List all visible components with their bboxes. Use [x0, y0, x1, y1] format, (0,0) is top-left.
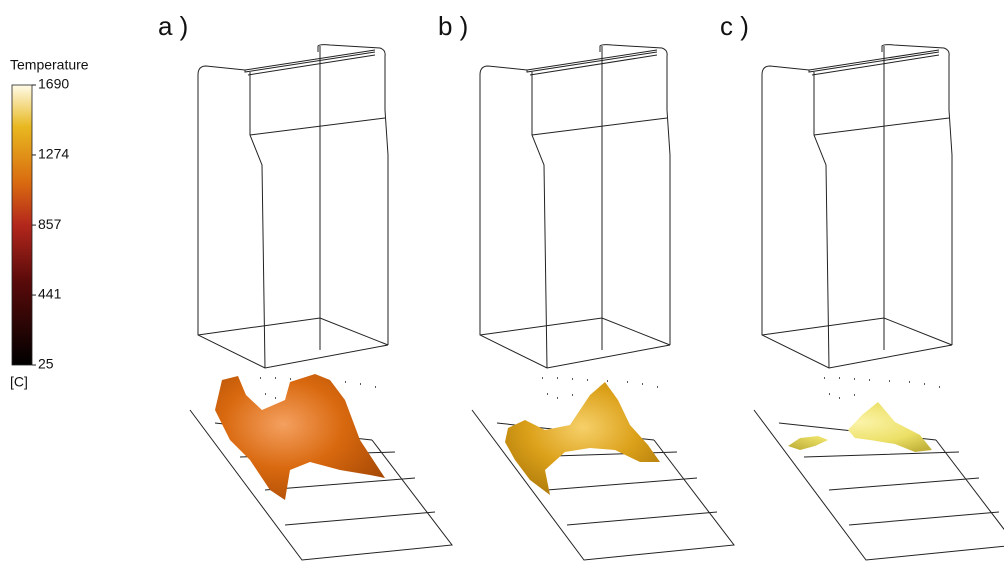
isosurface: [505, 382, 660, 495]
legend-tick-label: 25: [38, 356, 54, 372]
panel-c: c ): [720, 11, 1004, 561]
legend-tick-label: 1274: [38, 146, 69, 162]
legend-unit: [C]: [10, 374, 28, 390]
wireframe: [189, 43, 453, 561]
panel-b: b ): [438, 11, 735, 561]
panel-label: a ): [158, 11, 188, 41]
panel-label: c ): [720, 11, 749, 41]
panel-a: a ): [158, 11, 453, 561]
legend-tick-label: 1690: [38, 76, 69, 92]
wireframe: [471, 43, 735, 561]
color-bar: [11, 84, 33, 366]
isosurface: [215, 374, 385, 500]
legend-tick-label: 857: [38, 216, 62, 232]
isosurface: [788, 402, 932, 452]
wireframe: [753, 43, 1004, 561]
color-legend: Temperature [C] 25 441 857 1274 1690: [10, 57, 89, 390]
legend-ticks: 25 441 857 1274 1690: [32, 76, 69, 372]
legend-tick-label: 441: [38, 286, 62, 302]
legend-title: Temperature: [10, 57, 89, 73]
panel-label: b ): [438, 11, 468, 41]
